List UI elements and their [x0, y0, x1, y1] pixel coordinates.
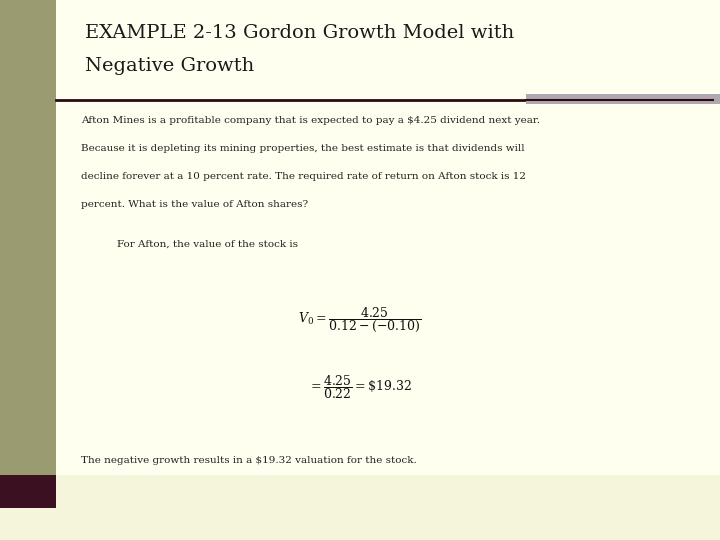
Text: decline forever at a 10 percent rate. The required rate of return on Afton stock: decline forever at a 10 percent rate. Th…: [81, 172, 526, 181]
Text: The negative growth results in a $19.32 valuation for the stock.: The negative growth results in a $19.32 …: [81, 456, 417, 465]
Text: $V_0 = \dfrac{4.25}{0.12-(-0.10)}$: $V_0 = \dfrac{4.25}{0.12-(-0.10)}$: [298, 305, 422, 334]
Text: For Afton, the value of the stock is: For Afton, the value of the stock is: [117, 240, 298, 248]
Text: $= \dfrac{4.25}{0.22} = \$19.32$: $= \dfrac{4.25}{0.22} = \$19.32$: [308, 373, 412, 401]
Bar: [0, 475, 56, 508]
Text: Because it is depleting its mining properties, the best estimate is that dividen: Because it is depleting its mining prope…: [81, 144, 525, 153]
Text: percent. What is the value of Afton shares?: percent. What is the value of Afton shar…: [81, 200, 308, 210]
FancyBboxPatch shape: [56, 0, 720, 475]
Text: Afton Mines is a profitable company that is expected to pay a $4.25 dividend nex: Afton Mines is a profitable company that…: [81, 116, 540, 125]
Text: Negative Growth: Negative Growth: [85, 57, 254, 75]
Bar: [0, 0, 56, 475]
Text: EXAMPLE 2-13 Gordon Growth Model with: EXAMPLE 2-13 Gordon Growth Model with: [85, 24, 514, 42]
Bar: [526, 94, 720, 104]
